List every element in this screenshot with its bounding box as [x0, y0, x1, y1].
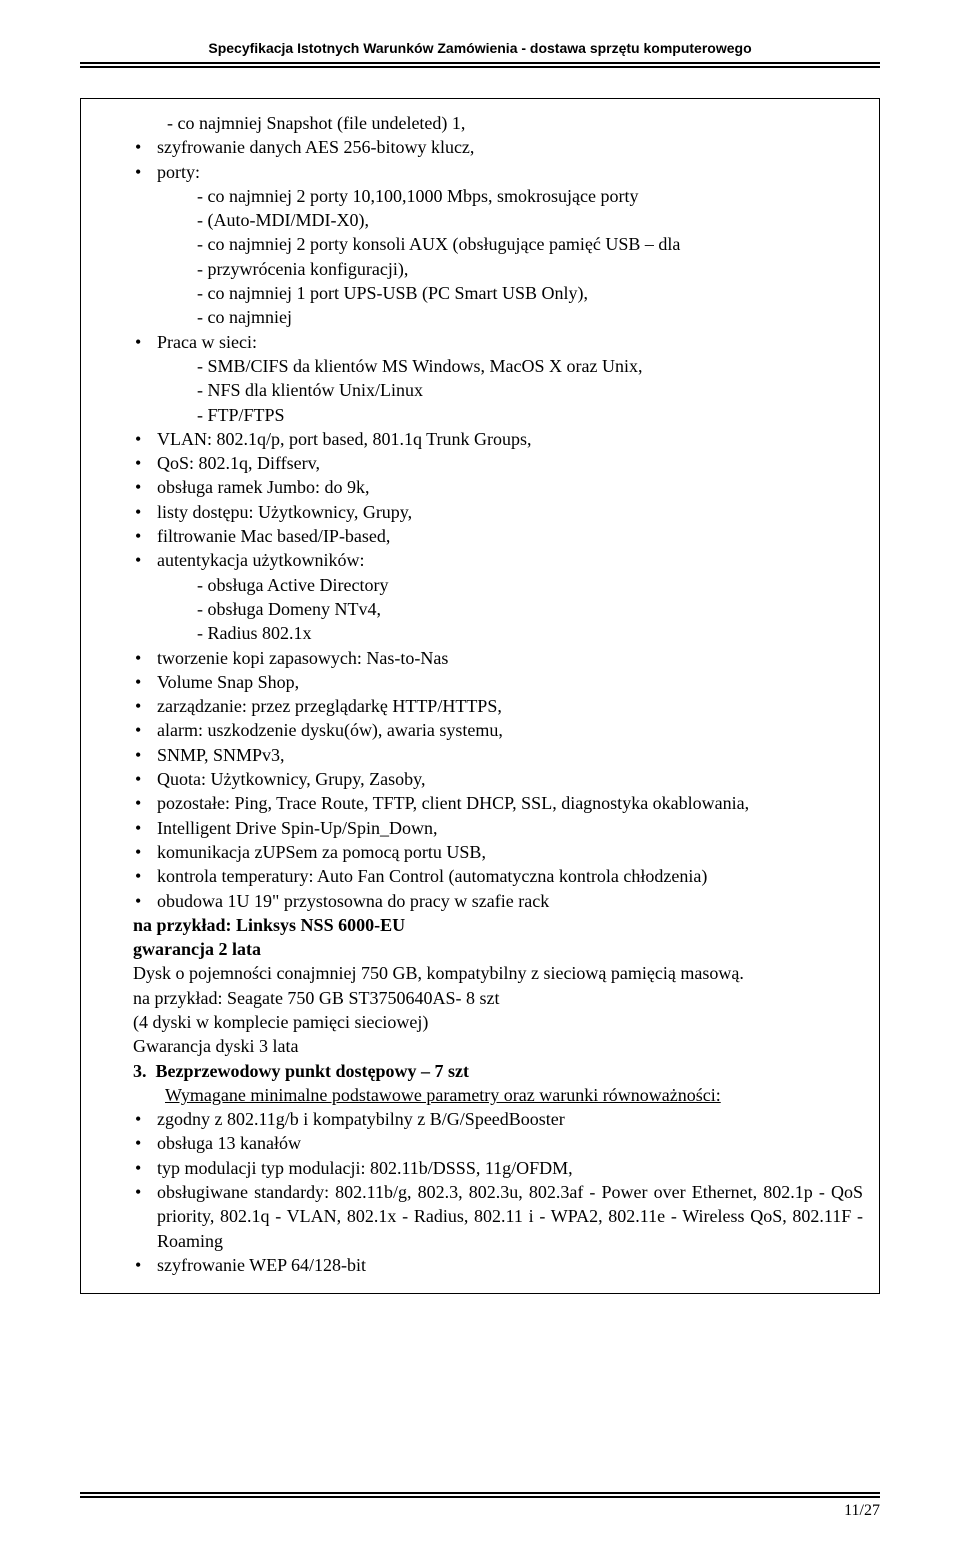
bullet-item: tworzenie kopi zapasowych: Nas-to-Nas: [97, 646, 863, 670]
section-3-subheading: Wymagane minimalne podstawowe parametry …: [97, 1083, 863, 1107]
bullet-item: obsługiwane standardy: 802.11b/g, 802.3,…: [97, 1180, 863, 1253]
bullet-text: filtrowanie Mac based/IP-based,: [157, 526, 390, 546]
disk-example: na przykład: Seagate 750 GB ST3750640AS-…: [97, 986, 863, 1010]
sub-line: - obsługa Domeny NTv4,: [197, 597, 863, 621]
bullet-item: obudowa 1U 19" przystosowna do pracy w s…: [97, 889, 863, 913]
sub-line: - przywrócenia konfiguracji),: [197, 257, 863, 281]
footer-rule-1: [80, 1492, 880, 1494]
warranty-line: gwarancja 2 lata: [97, 937, 863, 961]
bullet-item: typ modulacji typ modulacji: 802.11b/DSS…: [97, 1156, 863, 1180]
bullet-text: szyfrowanie WEP 64/128-bit: [157, 1255, 366, 1275]
bullet-text: zgodny z 802.11g/b i kompatybilny z B/G/…: [157, 1109, 565, 1129]
bullet-text: obsługa 13 kanałów: [157, 1133, 301, 1153]
bullet-text: obsługiwane standardy: 802.11b/g, 802.3,…: [157, 1182, 863, 1251]
bullet-item: alarm: uszkodzenie dysku(ów), awaria sys…: [97, 718, 863, 742]
bullet-item: Intelligent Drive Spin-Up/Spin_Down,: [97, 816, 863, 840]
bullet-item: filtrowanie Mac based/IP-based,: [97, 524, 863, 548]
bullet-text: obsługa ramek Jumbo: do 9k,: [157, 477, 369, 497]
bullet-item: szyfrowanie WEP 64/128-bit: [97, 1253, 863, 1277]
bullet-item: VLAN: 802.1q/p, port based, 801.1q Trunk…: [97, 427, 863, 451]
bullet-item: listy dostępu: Użytkownicy, Grupy,: [97, 500, 863, 524]
bullet-item: pozostałe: Ping, Trace Route, TFTP, clie…: [97, 791, 863, 815]
bullet-item: zarządzanie: przez przeglądarkę HTTP/HTT…: [97, 694, 863, 718]
section-3-title: Bezprzewodowy punkt dostępowy – 7 szt: [156, 1061, 470, 1081]
bullet-text: porty:: [157, 162, 200, 182]
sub-line: - obsługa Active Directory: [197, 573, 863, 597]
bullet-text: Intelligent Drive Spin-Up/Spin_Down,: [157, 818, 437, 838]
bullet-item: obsługa ramek Jumbo: do 9k,: [97, 475, 863, 499]
bullet-text: alarm: uszkodzenie dysku(ów), awaria sys…: [157, 720, 503, 740]
bullet-text: tworzenie kopi zapasowych: Nas-to-Nas: [157, 648, 448, 668]
bullet-text: zarządzanie: przez przeglądarkę HTTP/HTT…: [157, 696, 502, 716]
spec-list-1: szyfrowanie danych AES 256-bitowy klucz,…: [97, 135, 863, 913]
page-number: 11/27: [80, 1502, 880, 1520]
bullet-item: kontrola temperatury: Auto Fan Control (…: [97, 864, 863, 888]
bullet-item: komunikacja zUPSem za pomocą portu USB,: [97, 840, 863, 864]
bullet-text: QoS: 802.1q, Diffserv,: [157, 453, 320, 473]
bullet-text: VLAN: 802.1q/p, port based, 801.1q Trunk…: [157, 429, 532, 449]
bullet-item: porty: - co najmniej 2 porty 10,100,1000…: [97, 160, 863, 330]
bullet-text: Volume Snap Shop,: [157, 672, 299, 692]
page-footer: 11/27: [80, 1490, 880, 1520]
sub-line: - co najmniej 1 port UPS-USB (PC Smart U…: [197, 281, 863, 305]
bullet-item: Quota: Użytkownicy, Grupy, Zasoby,: [97, 767, 863, 791]
section-3-num: 3.: [133, 1061, 147, 1081]
pre-item-0: - co najmniej Snapshot (file undeleted) …: [167, 111, 863, 135]
disk-warranty: Gwarancja dyski 3 lata: [97, 1034, 863, 1058]
bullet-text: autentykacja użytkowników:: [157, 550, 364, 570]
sub-line: - co najmniej 2 porty konsoli AUX (obsłu…: [197, 232, 863, 256]
bullet-text: SNMP, SNMPv3,: [157, 745, 285, 765]
sub-line: - FTP/FTPS: [197, 403, 863, 427]
disk-note: (4 dyski w komplecie pamięci sieciowej): [97, 1010, 863, 1034]
bullet-text: obudowa 1U 19" przystosowna do pracy w s…: [157, 891, 549, 911]
bullet-item: SNMP, SNMPv3,: [97, 743, 863, 767]
footer-rule-2: [80, 1496, 880, 1498]
bullet-text: szyfrowanie danych AES 256-bitowy klucz,: [157, 137, 474, 157]
bullet-item: autentykacja użytkowników: - obsługa Act…: [97, 548, 863, 645]
header-rule-2: [80, 66, 880, 68]
example-line: na przykład: Linksys NSS 6000-EU: [97, 913, 863, 937]
sub-line: - NFS dla klientów Unix/Linux: [197, 378, 863, 402]
bullet-item: szyfrowanie danych AES 256-bitowy klucz,: [97, 135, 863, 159]
spec-list-2: zgodny z 802.11g/b i kompatybilny z B/G/…: [97, 1107, 863, 1277]
bullet-item: QoS: 802.1q, Diffserv,: [97, 451, 863, 475]
bullet-item: Volume Snap Shop,: [97, 670, 863, 694]
section-3-heading: 3. Bezprzewodowy punkt dostępowy – 7 szt: [97, 1059, 863, 1083]
bullet-item: Praca w sieci: - SMB/CIFS da klientów MS…: [97, 330, 863, 427]
bullet-item: zgodny z 802.11g/b i kompatybilny z B/G/…: [97, 1107, 863, 1131]
bullet-text: Quota: Użytkownicy, Grupy, Zasoby,: [157, 769, 425, 789]
bullet-text: kontrola temperatury: Auto Fan Control (…: [157, 866, 707, 886]
sub-line: - co najmniej 2 porty 10,100,1000 Mbps, …: [197, 184, 863, 208]
header-rule-1: [80, 62, 880, 64]
sub-line: - (Auto-MDI/MDI-X0),: [197, 208, 863, 232]
bullet-text: komunikacja zUPSem za pomocą portu USB,: [157, 842, 486, 862]
sub-line: - Radius 802.1x: [197, 621, 863, 645]
bullet-item: obsługa 13 kanałów: [97, 1131, 863, 1155]
bullet-text: pozostałe: Ping, Trace Route, TFTP, clie…: [157, 793, 749, 813]
page: Specyfikacja Istotnych Warunków Zamówien…: [0, 0, 960, 1544]
sub-line: - SMB/CIFS da klientów MS Windows, MacOS…: [197, 354, 863, 378]
bullet-text: listy dostępu: Użytkownicy, Grupy,: [157, 502, 412, 522]
page-header: Specyfikacja Istotnych Warunków Zamówien…: [80, 40, 880, 56]
bullet-text: Praca w sieci:: [157, 332, 257, 352]
bullet-text: typ modulacji typ modulacji: 802.11b/DSS…: [157, 1158, 573, 1178]
sub-line: - co najmniej: [197, 305, 863, 329]
content-box: - co najmniej Snapshot (file undeleted) …: [80, 98, 880, 1294]
disk-line: Dysk o pojemności conajmniej 750 GB, kom…: [97, 961, 863, 985]
